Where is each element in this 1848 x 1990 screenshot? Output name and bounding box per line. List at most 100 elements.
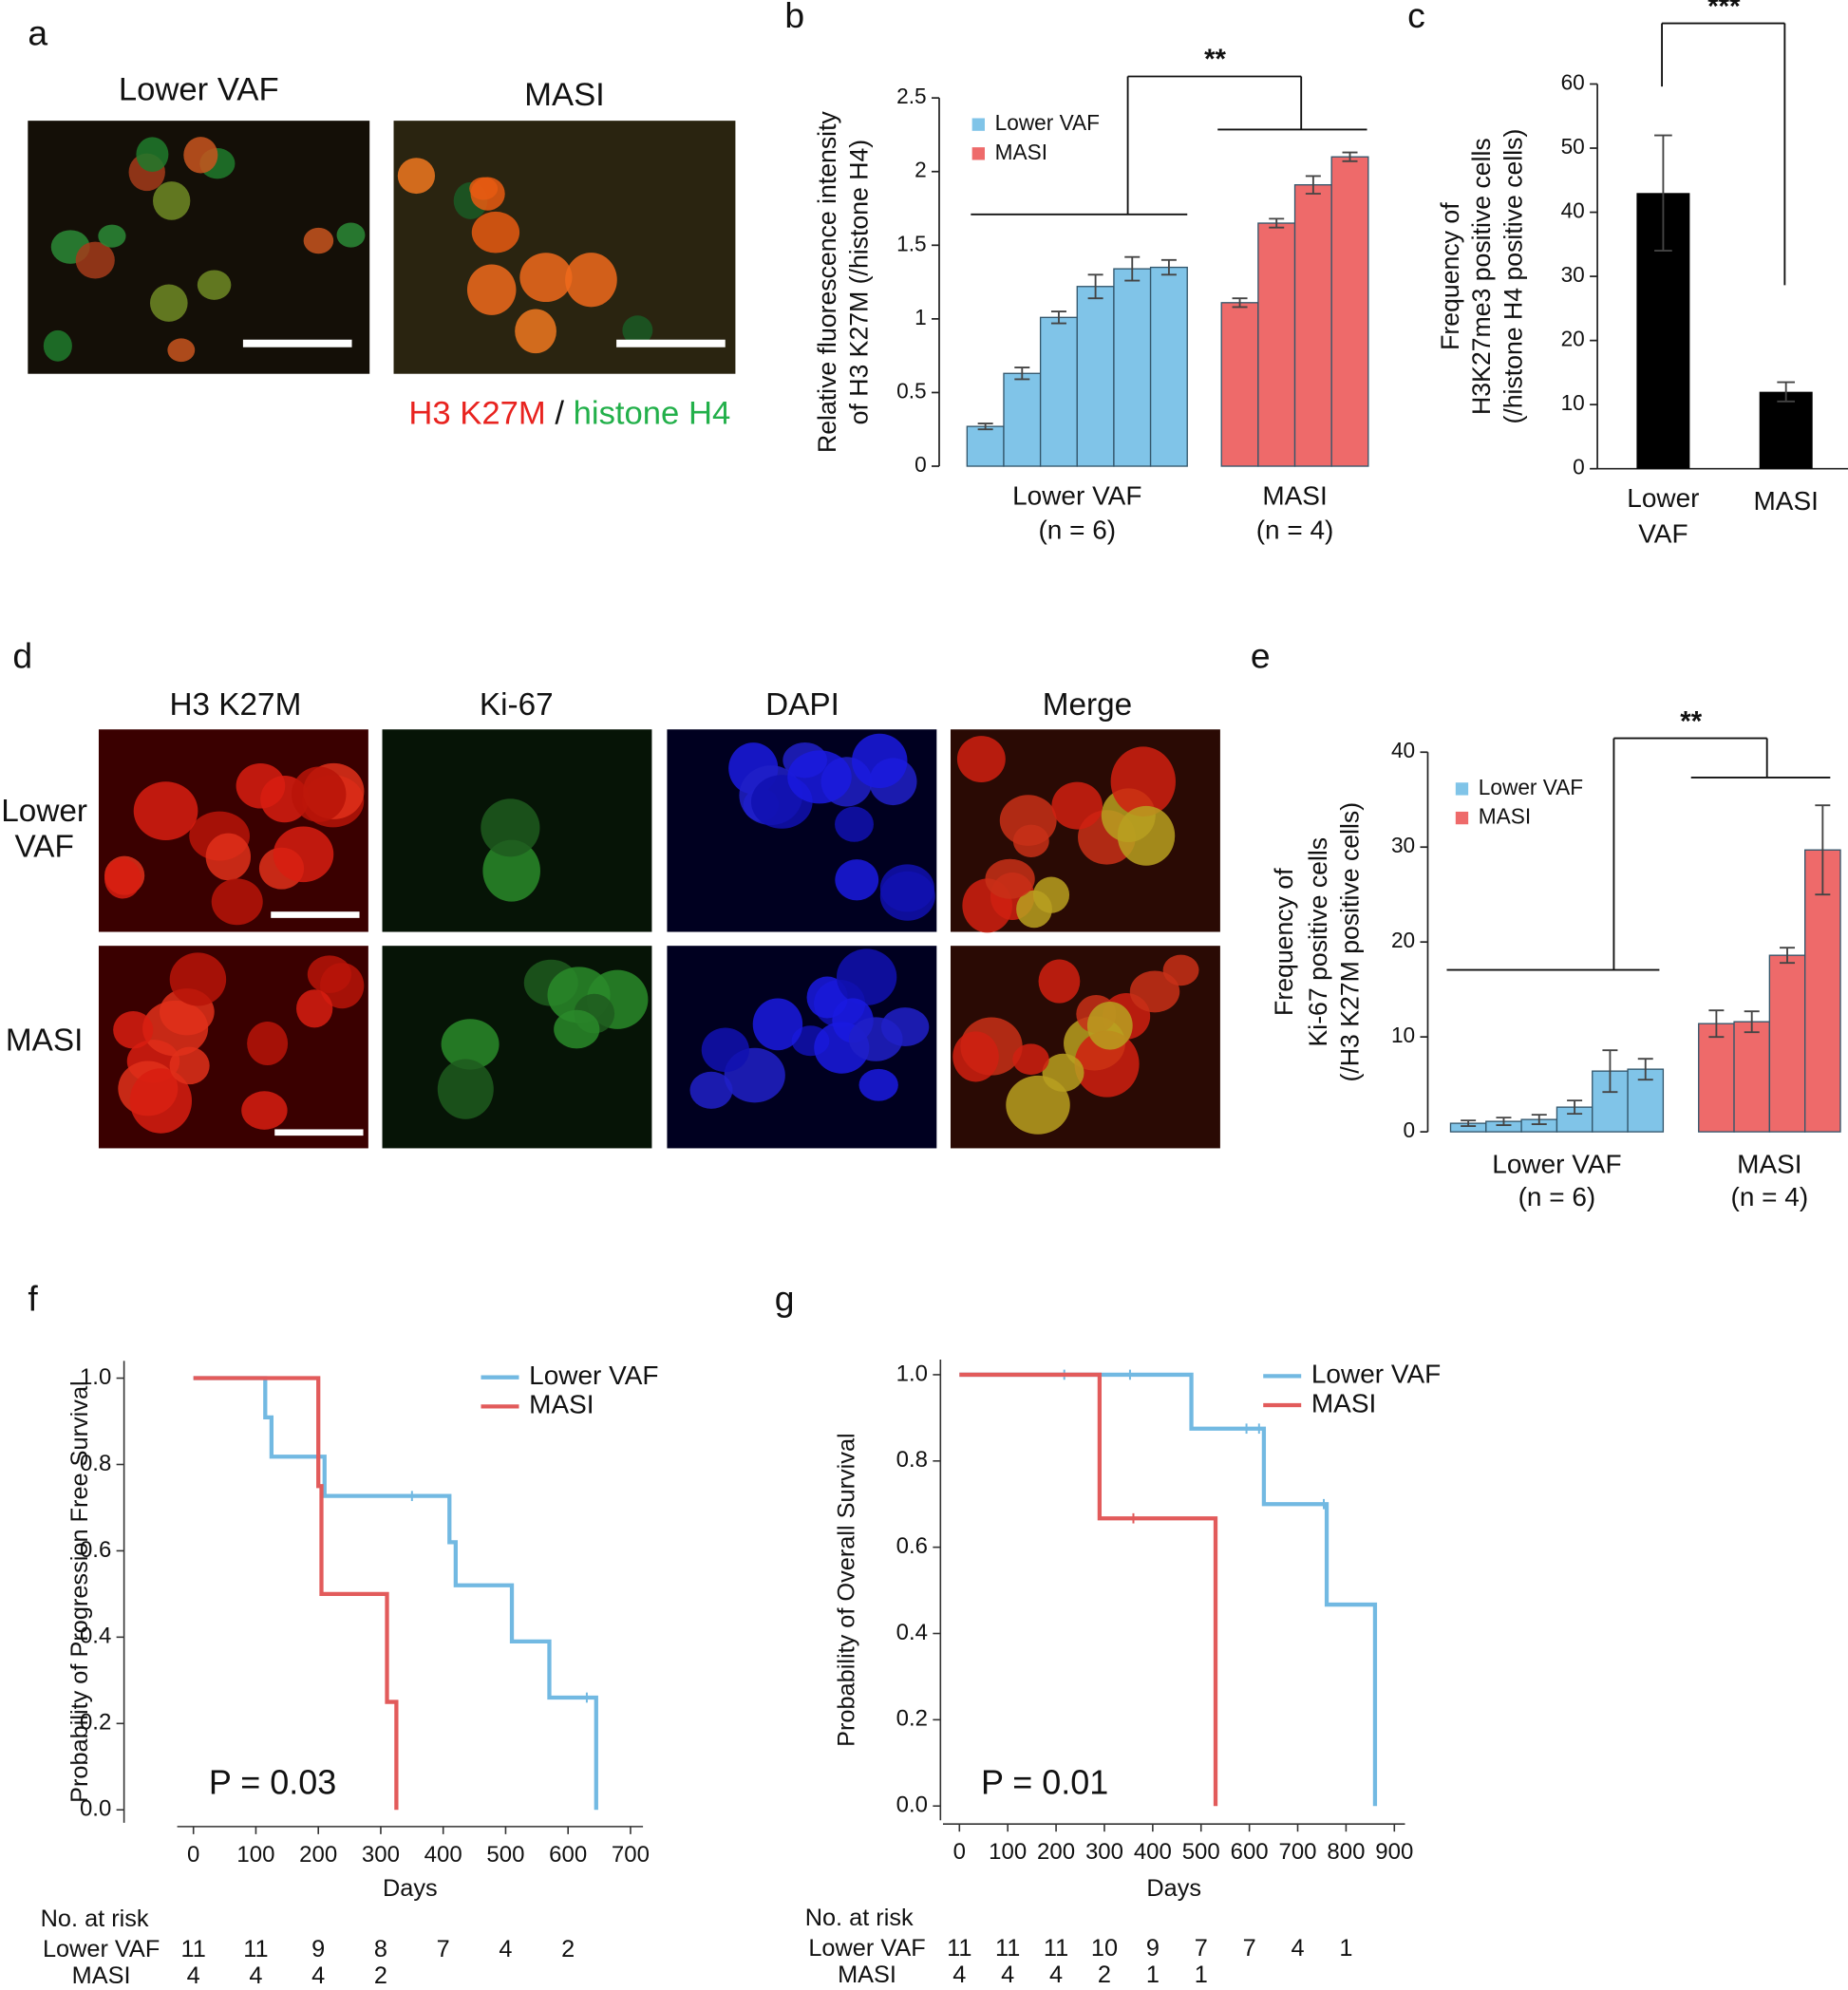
legend-label: MASI [1311, 1388, 1376, 1417]
y-tick-label: 0.2 [80, 1710, 111, 1736]
cell [956, 736, 1006, 782]
panel-letter: a [28, 13, 47, 53]
cell [98, 224, 126, 248]
cell [835, 806, 874, 842]
x-tick-label: 600 [1231, 1839, 1269, 1865]
micrograph [950, 729, 1220, 933]
column-header: Ki-67 [480, 687, 554, 723]
survival-curve [193, 1376, 399, 1811]
bar [966, 425, 1005, 467]
bar [1330, 156, 1369, 467]
x-tick-label: 300 [362, 1842, 400, 1868]
risk-count: 2 [1098, 1962, 1111, 1985]
risk-count: 7 [1243, 1935, 1256, 1962]
micrograph [382, 946, 652, 1149]
risk-row-label: MASI [72, 1962, 131, 1985]
risk-count: 4 [249, 1962, 262, 1985]
cell [519, 253, 573, 303]
y-axis-label: H3K27me3 positive cells [1467, 138, 1496, 415]
y-tick-label: 0.8 [80, 1451, 111, 1476]
y-tick-label: 0 [915, 452, 927, 477]
y-tick-label: 50 [1561, 134, 1585, 159]
cell [848, 1017, 903, 1061]
p-value: P = 0.03 [209, 1762, 336, 1801]
cell [211, 878, 263, 926]
y-tick-label: 2.5 [896, 84, 926, 108]
y-axis-label: Probability of Progression Free Survival [66, 1380, 93, 1803]
y-axis-label: Probability of Overall Survival [834, 1433, 860, 1747]
y-tick-label: 0.4 [896, 1620, 928, 1645]
micrograph [950, 946, 1220, 1149]
x-tick-label: 100 [989, 1839, 1027, 1865]
risk-row-label: MASI [838, 1962, 896, 1985]
cell [247, 1022, 289, 1066]
cell [169, 952, 227, 1006]
y-tick-label: 0.2 [896, 1706, 928, 1732]
significance-label: ** [1204, 44, 1226, 75]
cell [835, 859, 879, 901]
risk-count: 1 [1339, 1935, 1352, 1962]
scale-bar [616, 339, 726, 347]
cell [319, 963, 365, 1009]
cell [622, 315, 653, 346]
cell [1086, 1001, 1133, 1050]
legend-label: Lower VAF [995, 110, 1100, 135]
cell [787, 750, 852, 804]
error-bar [1461, 1119, 1477, 1128]
stain-label: H3 K27M [408, 396, 545, 432]
bar [1220, 302, 1259, 467]
image-title: MASI [524, 77, 605, 113]
x-tick-label: 500 [486, 1842, 524, 1868]
risk-count: 10 [1091, 1935, 1118, 1962]
bar [1257, 222, 1296, 467]
panel-letter: e [1251, 635, 1271, 675]
survival-curve [959, 1372, 1218, 1807]
x-tick-label: 400 [424, 1842, 462, 1868]
risk-count: 11 [1044, 1935, 1068, 1962]
row-label: MASI [6, 1023, 83, 1058]
x-axis-label: Days [1146, 1875, 1201, 1902]
legend-swatch [971, 147, 985, 160]
bar [1733, 1021, 1771, 1133]
panel-letter: c [1407, 0, 1425, 35]
cell [153, 181, 191, 220]
scale-bar [242, 339, 352, 347]
bar [1113, 268, 1152, 467]
legend-swatch [1455, 811, 1469, 825]
error-bar [1567, 1099, 1583, 1116]
bar [1039, 316, 1078, 467]
stain-separator: / [555, 396, 564, 432]
cell [1006, 1075, 1070, 1135]
risk-count: 9 [311, 1936, 325, 1962]
error-bar [1815, 804, 1831, 896]
cell [149, 284, 188, 322]
cell [241, 1091, 288, 1130]
category-label: MASI [1262, 481, 1327, 511]
y-tick-label: 1.5 [896, 231, 926, 255]
cell [1038, 959, 1081, 1004]
y-tick-label: 1.0 [896, 1361, 928, 1386]
cell [1042, 1053, 1084, 1092]
stain-label: histone H4 [574, 396, 731, 432]
category-note: (n = 4) [1731, 1182, 1809, 1211]
y-tick-label: 0.4 [80, 1624, 111, 1649]
cell [701, 1027, 749, 1073]
p-value: P = 0.01 [981, 1762, 1108, 1801]
cell [43, 329, 72, 362]
cell [1016, 890, 1052, 929]
cell [136, 137, 169, 172]
row-label: Lower VAF [1, 794, 87, 864]
risk-count: 4 [311, 1962, 325, 1985]
error-bar [1014, 366, 1030, 381]
column-header: H3 K27M [169, 687, 301, 723]
legend-label: MASI [995, 140, 1047, 164]
x-tick-label: 500 [1182, 1839, 1220, 1865]
risk-count: 11 [995, 1935, 1020, 1962]
error-bar [1744, 1010, 1760, 1034]
cell [273, 826, 334, 883]
y-tick-label: 20 [1391, 928, 1415, 952]
y-tick-label: 10 [1561, 390, 1585, 415]
error-bar [1780, 947, 1796, 965]
risk-count: 11 [243, 1936, 268, 1962]
cell [1162, 954, 1199, 986]
